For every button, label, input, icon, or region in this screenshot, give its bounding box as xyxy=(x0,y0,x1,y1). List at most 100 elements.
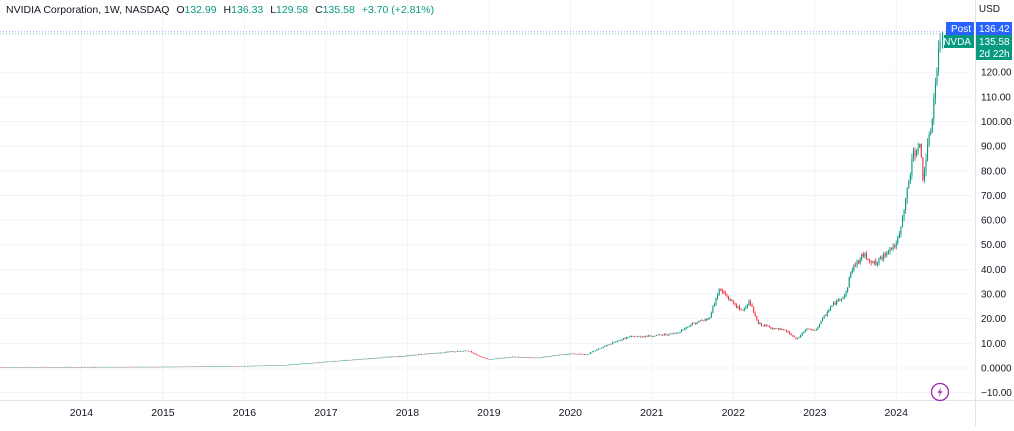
candle-body xyxy=(771,328,773,329)
candle-body xyxy=(610,344,612,345)
candle-body xyxy=(839,299,841,301)
candle-body xyxy=(153,366,155,368)
candle-body xyxy=(587,354,589,355)
candle-body xyxy=(182,366,184,368)
candle-body xyxy=(480,356,482,358)
candle-body xyxy=(0,366,1,368)
candle-body xyxy=(853,265,855,271)
candle-body xyxy=(561,354,564,356)
candle-body xyxy=(544,356,546,358)
candle-body xyxy=(33,366,36,368)
candle-body xyxy=(26,366,28,368)
candle-body xyxy=(270,365,272,366)
candle-body xyxy=(640,336,642,338)
candle-body xyxy=(380,357,382,359)
candle-body xyxy=(57,366,59,368)
candle-body xyxy=(530,357,532,358)
candle-body xyxy=(790,334,792,336)
candle-body xyxy=(605,345,607,347)
candle-body xyxy=(804,329,806,332)
candle-body xyxy=(391,356,393,358)
candle-body xyxy=(355,359,357,361)
close-value: 135.58 xyxy=(322,4,355,16)
candle-body xyxy=(195,366,197,368)
candle-body xyxy=(405,355,407,357)
candle-body xyxy=(613,342,615,343)
candle-body xyxy=(608,344,611,345)
candle-body xyxy=(250,365,252,367)
candle-body xyxy=(900,227,902,234)
candle-body xyxy=(373,358,376,359)
candle-body xyxy=(21,366,23,368)
candle-body xyxy=(922,157,924,180)
post-value: 136.42 xyxy=(979,24,1010,35)
price-axis[interactable] xyxy=(975,0,1014,400)
candle-body xyxy=(112,366,114,368)
candle-body xyxy=(876,262,878,265)
candle-body xyxy=(342,360,344,361)
candle-body xyxy=(109,366,111,368)
candle-body xyxy=(571,353,573,355)
candle-body xyxy=(308,363,310,364)
candle-body xyxy=(930,132,932,135)
candle-body xyxy=(726,295,728,297)
candle-body xyxy=(591,351,593,353)
candle-body xyxy=(289,364,291,366)
candle-body xyxy=(336,360,338,362)
candle-body xyxy=(776,328,778,329)
currency-label[interactable]: USD xyxy=(978,4,1000,15)
candle-body xyxy=(676,333,678,334)
candle-body xyxy=(10,366,12,368)
candle-body xyxy=(845,291,847,296)
candle-body xyxy=(71,366,73,368)
candle-body xyxy=(212,366,214,367)
candle-body xyxy=(304,363,307,364)
candle-body xyxy=(624,338,626,339)
candle-body xyxy=(937,48,940,70)
candle-body xyxy=(568,354,570,355)
candle-body xyxy=(62,366,64,368)
candle-body xyxy=(897,237,899,244)
candle-body xyxy=(256,365,258,367)
candle-body xyxy=(503,357,506,359)
candle-body xyxy=(295,364,297,365)
candle-body xyxy=(670,333,672,335)
candle-body xyxy=(143,366,145,368)
candle-body xyxy=(765,324,767,326)
candle-body xyxy=(717,295,719,299)
candle-body xyxy=(815,329,817,331)
candle-body xyxy=(707,318,709,320)
candle-body xyxy=(933,97,935,120)
candle-body xyxy=(207,366,209,367)
candle-body xyxy=(732,300,734,303)
candle-body xyxy=(786,330,788,332)
candle-body xyxy=(231,366,233,367)
candle-body xyxy=(477,354,479,356)
candle-body xyxy=(439,352,441,354)
candle-body xyxy=(322,362,324,363)
candle-body xyxy=(145,366,147,368)
candle-body xyxy=(858,260,860,264)
candle-body xyxy=(408,355,410,357)
flash-button[interactable] xyxy=(930,382,950,402)
candle-body xyxy=(279,365,282,366)
candle-body xyxy=(403,356,405,357)
candle-body xyxy=(398,356,401,357)
last-value-bg xyxy=(976,35,1012,48)
candle-body xyxy=(91,366,93,368)
candle-body xyxy=(397,356,399,357)
candle-body xyxy=(413,355,415,356)
post-label-bg xyxy=(946,22,974,35)
candle-body xyxy=(890,247,893,250)
candle-body xyxy=(325,361,327,363)
y-tick-label: −10.00 xyxy=(981,388,1012,399)
candle-body xyxy=(420,354,423,355)
candle-body xyxy=(35,366,37,368)
candle-body xyxy=(334,360,336,362)
candle-body xyxy=(543,356,545,358)
candle-body xyxy=(712,306,714,313)
candle-body xyxy=(234,366,236,367)
candle-body xyxy=(641,336,643,338)
